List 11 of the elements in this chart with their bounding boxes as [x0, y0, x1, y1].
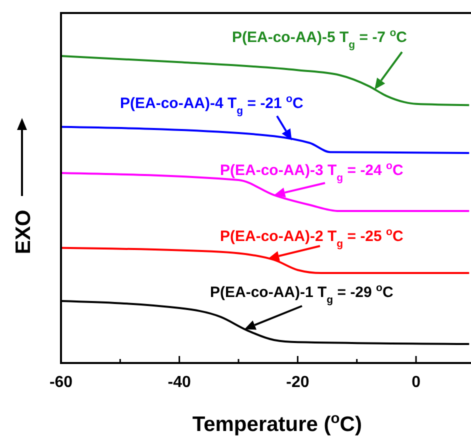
x-axis-title: Temperature ($^{o}$C): [192, 411, 362, 436]
annotation: P(EA-co-AA)-2 T$_{g}$ = -25 $^{o}$C: [220, 226, 404, 250]
annotation: P(EA-co-AA)-1 T$_{g}$ = -29 $^{o}$C: [210, 282, 394, 306]
x-tick-label: -60: [49, 374, 73, 391]
annotation: P(EA-co-AA)-3 T$_{g}$ = -24 $^{o}$C: [220, 160, 404, 184]
y-axis-title: EXO: [12, 210, 35, 254]
x-tick-label: -40: [168, 374, 192, 391]
x-tick-label: 0: [412, 374, 421, 391]
x-tick-label: -20: [286, 374, 310, 391]
annotation: P(EA-co-AA)-4 T$_{g}$ = -21 $^{o}$C: [120, 93, 304, 117]
annotation: P(EA-co-AA)-5 T$_{g}$ = -7 $^{o}$C: [232, 27, 408, 51]
